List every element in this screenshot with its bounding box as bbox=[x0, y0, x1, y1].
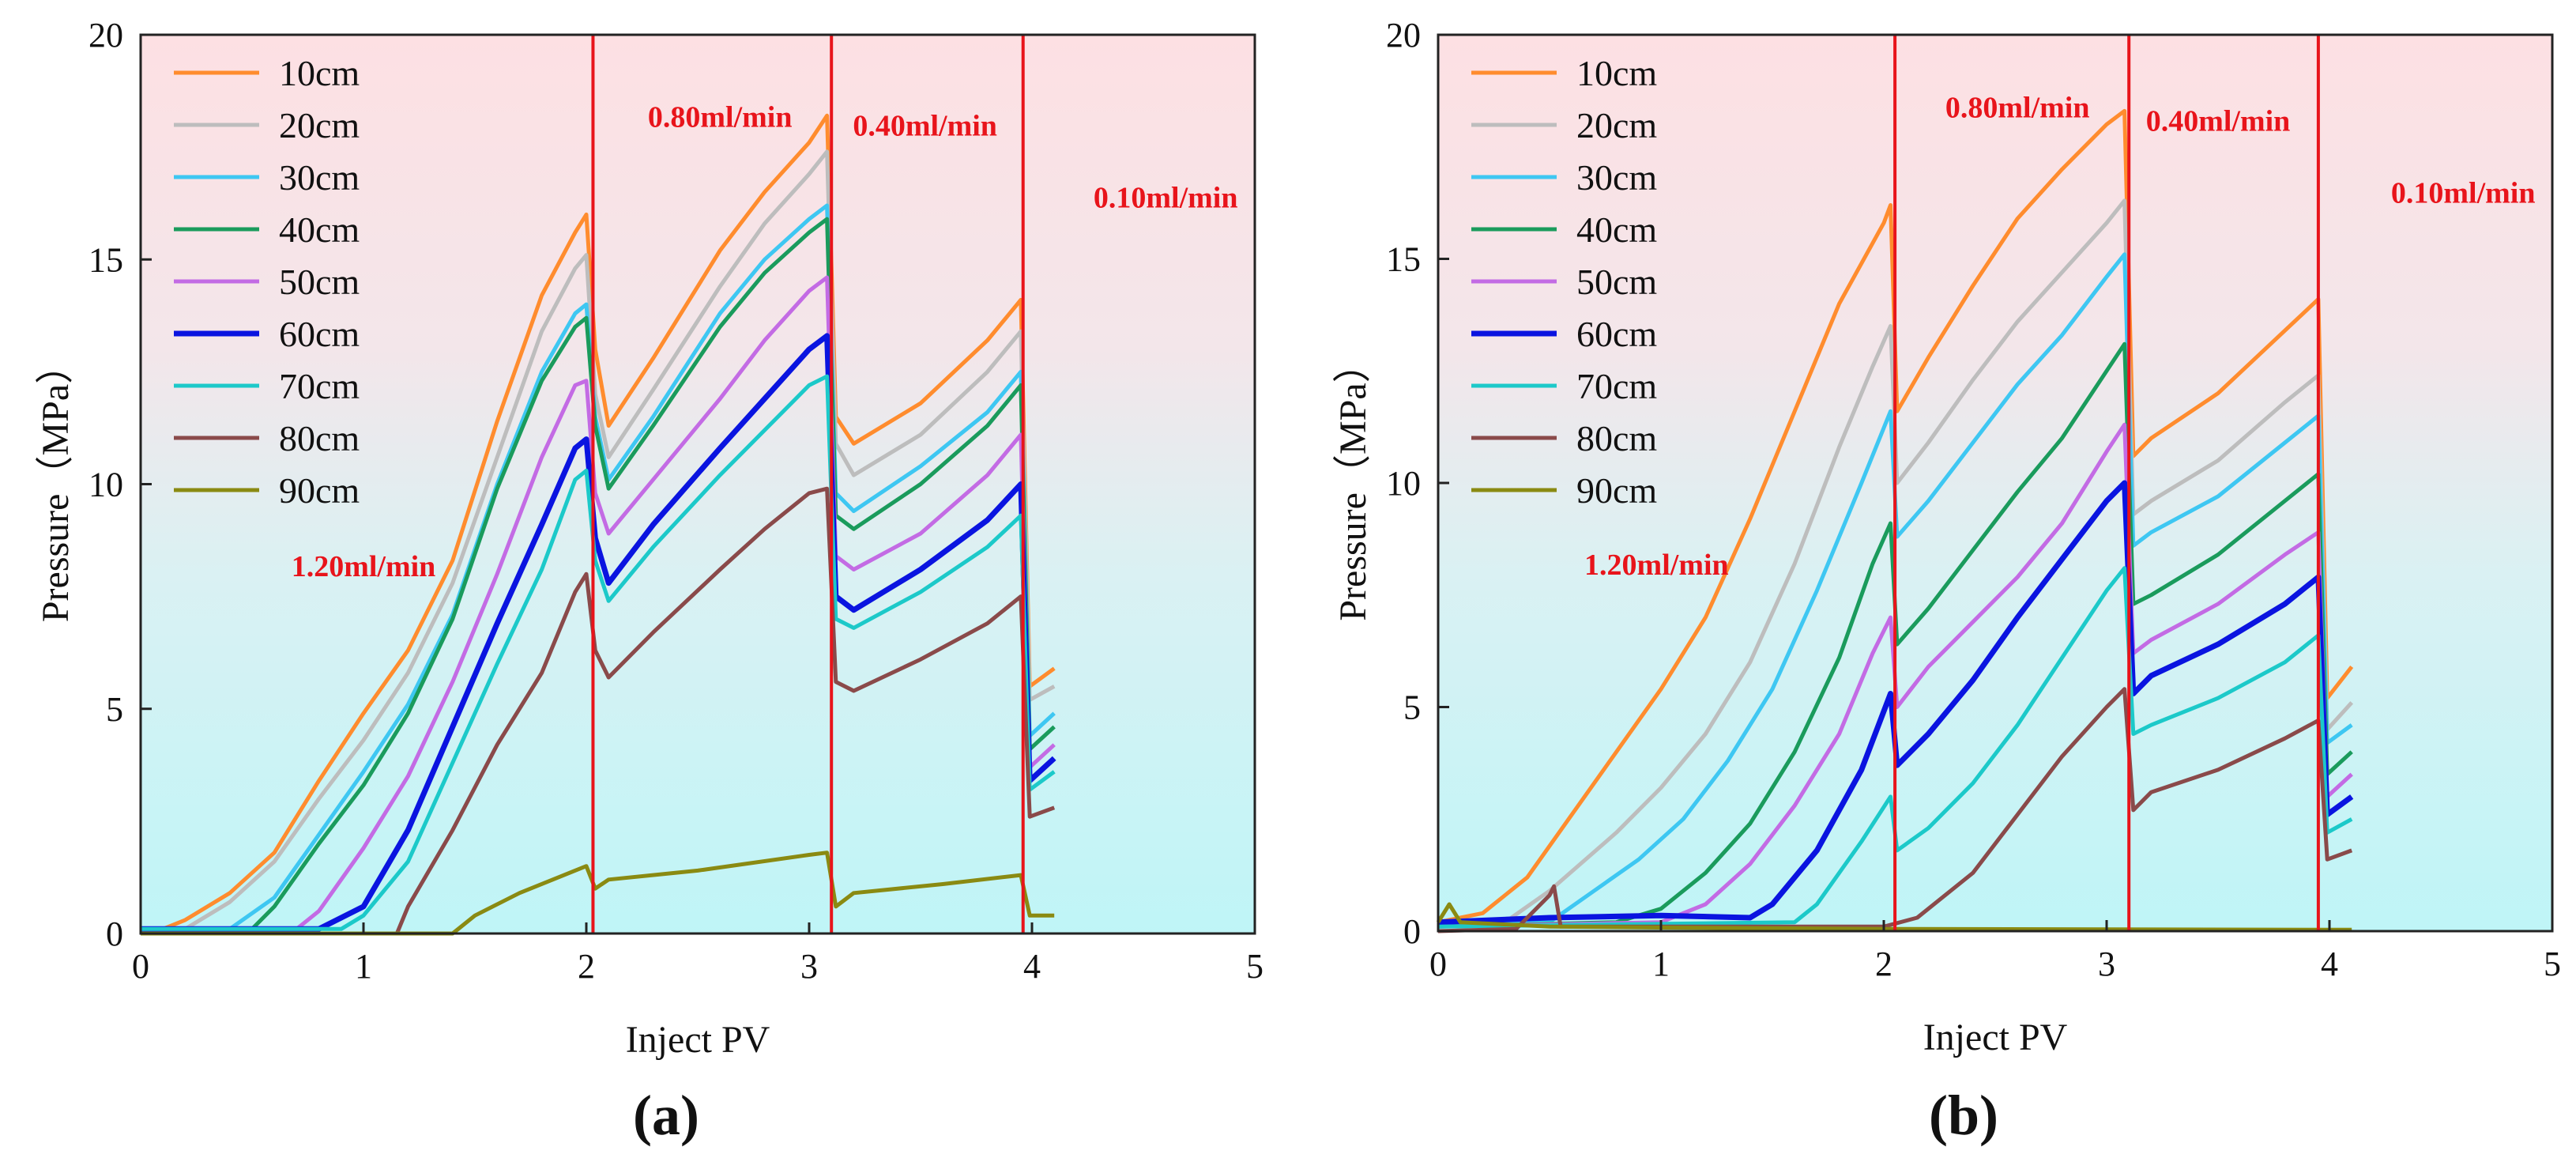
series-line-20cm bbox=[1437, 198, 2354, 929]
y-axis-title: Pressure（MPa） bbox=[35, 346, 77, 622]
series-line-80cm bbox=[1437, 687, 2353, 933]
series-line-90cm bbox=[1436, 902, 2352, 932]
panel-label: (b) bbox=[1929, 1084, 1998, 1147]
legend-label: 40cm bbox=[1576, 209, 1657, 250]
legend-label: 70cm bbox=[279, 366, 360, 406]
y-tick-label: 10 bbox=[1386, 464, 1421, 503]
legend-label: 60cm bbox=[279, 314, 360, 354]
series-line-60cm bbox=[1437, 480, 2354, 926]
x-tick-label: 3 bbox=[800, 947, 818, 986]
x-tick-label: 1 bbox=[1652, 945, 1670, 983]
x-tick-label: 2 bbox=[1875, 945, 1892, 983]
legend-label: 40cm bbox=[279, 209, 360, 250]
y-tick-label: 15 bbox=[89, 240, 123, 279]
legend-label: 90cm bbox=[1576, 470, 1657, 511]
series-line-30cm bbox=[1437, 252, 2353, 929]
series-line-50cm bbox=[141, 275, 1056, 931]
legend: 10cm 20cm 30cm 40cm 50cm 60cm 70cm 80cm 90cm bbox=[174, 53, 360, 511]
x-tick-label: 3 bbox=[2098, 945, 2115, 983]
legend: 10cm 20cm 30cm 40cm 50cm 60cm 70cm 80cm 90cm bbox=[1471, 53, 1657, 511]
series-line-70cm bbox=[141, 374, 1056, 931]
x-tick-label: 4 bbox=[2321, 945, 2338, 983]
legend-label: 70cm bbox=[1576, 366, 1657, 406]
series-line-50cm bbox=[1437, 422, 2353, 929]
y-tick-label: 10 bbox=[89, 466, 123, 504]
legend-label: 60cm bbox=[1576, 314, 1657, 354]
legend-label: 30cm bbox=[279, 157, 360, 198]
flow-rate-label: 0.10ml/min bbox=[1094, 182, 1238, 215]
flow-rate-label: 0.40ml/min bbox=[853, 110, 997, 143]
y-tick-label: 20 bbox=[89, 16, 123, 55]
x-tick-label: 5 bbox=[2544, 945, 2561, 983]
x-axis-title: Inject PV bbox=[1923, 1016, 2068, 1058]
y-tick-label: 20 bbox=[1386, 16, 1421, 55]
y-tick-label: 15 bbox=[1386, 240, 1421, 279]
flow-rate-label: 0.40ml/min bbox=[2146, 105, 2291, 138]
x-axis-title: Inject PV bbox=[626, 1019, 770, 1061]
flow-rate-label: 0.80ml/min bbox=[648, 100, 793, 134]
legend-label: 50cm bbox=[279, 262, 360, 302]
y-tick-label: 5 bbox=[1403, 688, 1421, 727]
legend-label: 50cm bbox=[1576, 262, 1657, 302]
legend-label: 20cm bbox=[279, 105, 360, 145]
series-line-10cm bbox=[141, 113, 1056, 931]
legend-label: 10cm bbox=[279, 53, 360, 93]
y-tick-label: 5 bbox=[106, 690, 123, 729]
y-tick-label: 0 bbox=[106, 915, 123, 953]
legend-label: 20cm bbox=[1576, 105, 1657, 145]
series-line-80cm bbox=[141, 486, 1056, 936]
series-line-40cm bbox=[1437, 341, 2353, 929]
x-tick-label: 4 bbox=[1023, 947, 1041, 986]
y-tick-label: 0 bbox=[1403, 912, 1421, 951]
flow-rate-label: 0.10ml/min bbox=[2391, 176, 2536, 209]
flow-rate-label: 1.20ml/min bbox=[292, 550, 436, 583]
legend-label: 90cm bbox=[279, 470, 360, 511]
chart-panel-b: 0 1 2 3 4 5 0 5 10 15 20 Inject PV Pressure（MPa） 1.20… bbox=[1332, 16, 2561, 1147]
x-tick-label: 0 bbox=[1429, 945, 1447, 983]
panel-label: (a) bbox=[633, 1084, 699, 1147]
flow-rate-label: 1.20ml/min bbox=[1584, 549, 1729, 582]
series-line-40cm bbox=[141, 217, 1056, 931]
legend-label: 10cm bbox=[1576, 53, 1657, 93]
flow-rate-label: 0.80ml/min bbox=[1945, 92, 2090, 125]
plot-background bbox=[141, 35, 1255, 933]
y-axis-title: Pressure（MPa） bbox=[1332, 345, 1374, 620]
series-line-60cm bbox=[141, 333, 1056, 932]
legend-label: 80cm bbox=[279, 418, 360, 458]
chart-panel-a: 0 1 2 3 4 5 0 5 10 15 20 Inject PV Pressure（MPa） 1.20… bbox=[35, 16, 1264, 1147]
x-tick-label: 5 bbox=[1246, 947, 1264, 986]
x-tick-label: 2 bbox=[578, 947, 595, 986]
legend-label: 30cm bbox=[1576, 157, 1657, 198]
plot-background bbox=[1438, 35, 2552, 931]
series-line-20cm bbox=[141, 149, 1056, 931]
legend-label: 80cm bbox=[1576, 418, 1657, 458]
series-line-10cm bbox=[1437, 108, 2354, 925]
x-tick-label: 1 bbox=[355, 947, 372, 986]
series-line-90cm bbox=[141, 851, 1055, 936]
x-tick-label: 0 bbox=[132, 947, 149, 986]
series-line-70cm bbox=[1437, 566, 2353, 929]
